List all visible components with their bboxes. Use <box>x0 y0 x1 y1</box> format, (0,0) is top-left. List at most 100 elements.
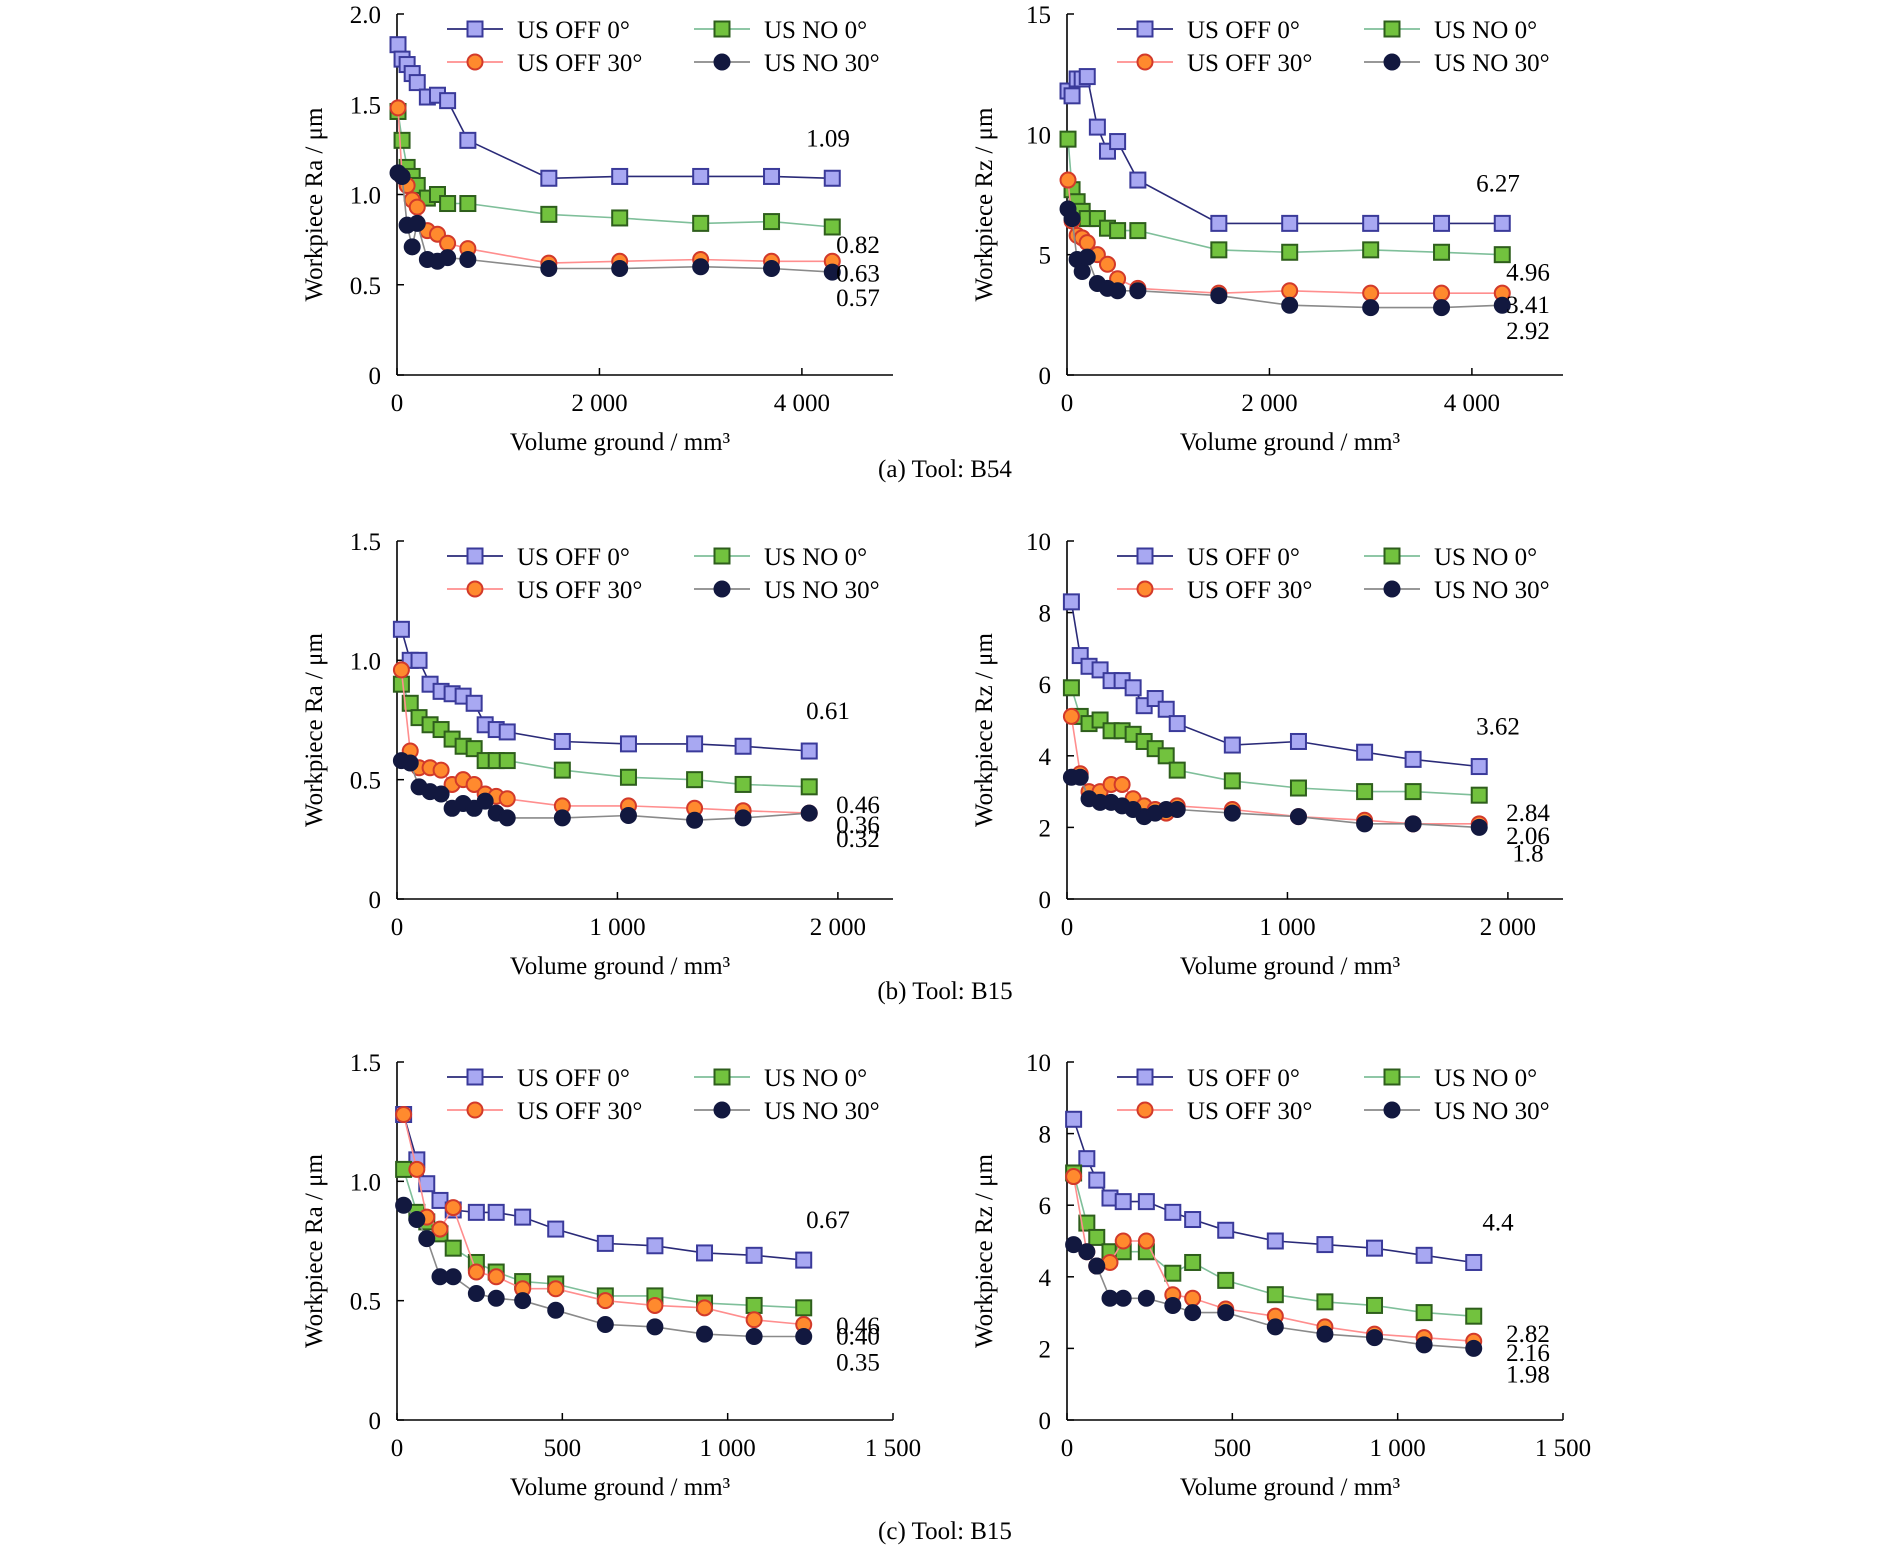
data-point <box>1062 593 1080 611</box>
data-point <box>1366 1296 1384 1314</box>
data-point <box>1137 1193 1155 1211</box>
data-point <box>619 806 637 824</box>
caption-a: (a) Tool: B54 <box>878 456 1012 483</box>
series-us-off-0 <box>1059 68 1511 232</box>
data-point <box>1113 775 1131 793</box>
legend-marker <box>466 1101 484 1119</box>
data-point <box>1088 1257 1106 1275</box>
legend-item-us-no-30: US NO 30° <box>694 577 880 604</box>
chart-a-left: 0 0.5 1.0 1.5 2.0 0 2 000 4 000 Volume ground / … <box>301 2 893 456</box>
legend-label: US OFF 30° <box>517 577 642 604</box>
y-axis-label: Workpiece Rz / μm <box>971 107 998 302</box>
data-point <box>465 694 483 712</box>
x-tick-label: 1 500 <box>1535 1435 1591 1462</box>
data-point <box>1078 68 1096 86</box>
legend-label: US NO 30° <box>764 577 880 604</box>
x-axis-label: Volume ground / mm³ <box>510 953 731 980</box>
data-point <box>444 1239 462 1257</box>
data-point <box>1071 768 1089 786</box>
legend-item-us-off-30: US OFF 30° <box>1117 1098 1312 1125</box>
legend-label: US NO 0° <box>764 17 867 44</box>
data-point <box>1289 808 1307 826</box>
y-tick-label: 2 <box>1039 815 1052 842</box>
data-point <box>514 1208 532 1226</box>
data-point <box>392 620 410 638</box>
data-point <box>498 723 516 741</box>
data-point <box>619 735 637 753</box>
data-point <box>823 218 841 236</box>
data-point <box>763 213 781 231</box>
data-point <box>1404 783 1422 801</box>
x-tick-label: 2 000 <box>571 390 627 417</box>
legend-label: US NO 30° <box>1434 50 1550 77</box>
data-point <box>1465 1307 1483 1325</box>
data-point <box>1210 214 1228 232</box>
x-tick-label: 500 <box>1214 1435 1252 1462</box>
legend-item-us-off-30: US OFF 30° <box>447 50 642 77</box>
data-point <box>1129 222 1147 240</box>
data-point <box>646 1237 664 1255</box>
end-value-label: 0.61 <box>806 698 850 725</box>
data-point <box>1217 1271 1235 1289</box>
legend-label: US NO 30° <box>1434 577 1550 604</box>
data-point <box>1157 700 1175 718</box>
end-value-label: 4.96 <box>1506 260 1550 287</box>
data-point <box>459 250 477 268</box>
legend: US OFF 0° US NO 0° US OFF 30° US NO 30° <box>1117 17 1550 77</box>
data-point <box>1217 1304 1235 1322</box>
end-value-label: 6.27 <box>1476 170 1520 197</box>
data-point <box>1063 87 1081 105</box>
data-point <box>1281 214 1299 232</box>
x-tick-label: 1 000 <box>1259 914 1315 941</box>
data-point <box>1316 1293 1334 1311</box>
data-point <box>1164 1264 1182 1282</box>
legend-label: US OFF 0° <box>517 1065 630 1092</box>
legend-item-us-off-0: US OFF 0° <box>447 1065 630 1092</box>
end-value-label: 0.67 <box>806 1207 850 1234</box>
data-point <box>1366 1239 1384 1257</box>
data-point <box>686 771 704 789</box>
y-tick-label: 6 <box>1039 672 1052 699</box>
data-point <box>498 752 516 770</box>
data-point <box>692 167 710 185</box>
x-tick-label: 0 <box>391 914 404 941</box>
data-point <box>1356 815 1374 833</box>
legend-item-us-no-30: US NO 30° <box>1364 50 1550 77</box>
data-point <box>1223 772 1241 790</box>
data-point <box>1078 1150 1096 1168</box>
data-point <box>1098 255 1116 273</box>
legend-marker <box>1383 580 1401 598</box>
x-tick-label: 2 000 <box>1241 390 1297 417</box>
data-point <box>795 1299 813 1317</box>
data-point <box>1356 783 1374 801</box>
legend-marker <box>713 1068 731 1086</box>
data-point <box>1470 758 1488 776</box>
data-point <box>1073 263 1091 281</box>
data-point <box>1114 1232 1132 1250</box>
legend: US OFF 0° US NO 0° US OFF 30° US NO 30° <box>447 544 880 604</box>
data-point <box>498 790 516 808</box>
data-point <box>1316 1236 1334 1254</box>
series-us-off-30 <box>395 1106 813 1334</box>
legend-item-us-no-30: US NO 30° <box>694 50 880 77</box>
end-value-label: 0.36 <box>836 812 880 839</box>
data-point <box>1184 1253 1202 1271</box>
data-point <box>1078 1243 1096 1261</box>
legend-item-us-no-0: US NO 0° <box>694 17 867 44</box>
legend-item-us-off-30: US OFF 30° <box>447 577 642 604</box>
data-point <box>467 1263 485 1281</box>
data-point <box>745 1246 763 1264</box>
data-point <box>763 260 781 278</box>
legend-item-us-no-30: US NO 30° <box>694 1098 880 1125</box>
chart-c-right: 0 2 4 6 8 10 0 500 1 000 1 500 Volume ground / mm³… <box>971 1050 1591 1501</box>
data-point <box>1124 679 1142 697</box>
data-point <box>403 238 421 256</box>
legend-label: US OFF 0° <box>1187 17 1300 44</box>
data-point <box>596 1316 614 1334</box>
legend-item-us-off-0: US OFF 0° <box>1117 1065 1300 1092</box>
data-point <box>800 778 818 796</box>
end-value-label: 4.4 <box>1482 1209 1514 1236</box>
legend-label: US NO 30° <box>1434 1098 1550 1125</box>
series-us-off-0 <box>1065 1110 1483 1271</box>
data-point <box>1404 815 1422 833</box>
